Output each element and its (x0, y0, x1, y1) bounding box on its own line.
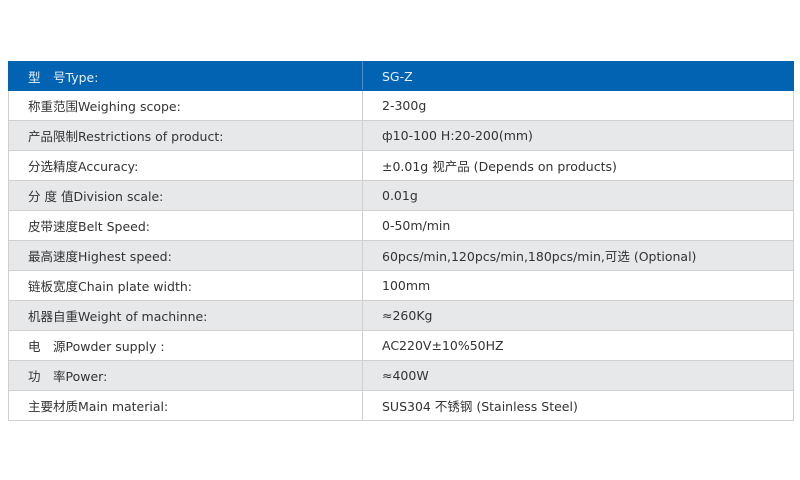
spec-value: SUS304 不锈钢 (Stainless Steel) (362, 390, 794, 421)
spec-value: 60pcs/min,120pcs/min,180pcs/min,可选 (Opti… (362, 240, 794, 271)
table-row: 电 源Powder supply : AC220V±10%50HZ (8, 330, 794, 361)
spec-value: ±0.01g 视产品 (Depends on products) (362, 150, 794, 181)
spec-label: 分选精度Accuracy: (8, 150, 363, 181)
spec-label: 称重范围Weighing scope: (8, 90, 363, 121)
spec-value: 2-300g (362, 90, 794, 121)
table-row: 机器自重Weight of machinne: ≈260Kg (8, 300, 794, 331)
table-row: 功 率Power: ≈400W (8, 360, 794, 391)
spec-label: 产品限制Restrictions of product: (8, 120, 363, 151)
table-row: 主要材质Main material: SUS304 不锈钢 (Stainless … (8, 390, 794, 421)
table-row: 最高速度Highest speed: 60pcs/min,120pcs/min,1… (8, 240, 794, 271)
table-row: 称重范围Weighing scope: 2-300g (8, 90, 794, 121)
spec-value: ф10-100 H:20-200(mm) (362, 120, 794, 151)
spec-label: 电 源Powder supply : (8, 330, 363, 361)
spec-label: 分 度 值Division scale: (8, 180, 363, 211)
spec-value: AC220V±10%50HZ (362, 330, 794, 361)
spec-value: ≈260Kg (362, 300, 794, 331)
table-row: 分选精度Accuracy: ±0.01g 视产品 (Depends on prod… (8, 150, 794, 181)
spec-label: 主要材质Main material: (8, 390, 363, 421)
spec-label: 皮带速度Belt Speed: (8, 210, 363, 241)
table-row: 产品限制Restrictions of product: ф10-100 H:20… (8, 120, 794, 151)
spec-table: 型 号Type: SG-Z 称重范围Weighing scope: 2-300g 产… (8, 61, 794, 421)
spec-label: 链板宽度Chain plate width: (8, 270, 363, 301)
spec-label: 机器自重Weight of machinne: (8, 300, 363, 331)
spec-label: 最高速度Highest speed: (8, 240, 363, 271)
header-label: 型 号Type: (8, 61, 363, 91)
spec-value: ≈400W (362, 360, 794, 391)
spec-value: 0-50m/min (362, 210, 794, 241)
table-row: 分 度 值Division scale: 0.01g (8, 180, 794, 211)
spec-value: 0.01g (362, 180, 794, 211)
spec-label: 功 率Power: (8, 360, 363, 391)
spec-value: 100mm (362, 270, 794, 301)
table-header-row: 型 号Type: SG-Z (8, 61, 794, 91)
header-value: SG-Z (362, 61, 794, 91)
table-row: 链板宽度Chain plate width: 100mm (8, 270, 794, 301)
table-row: 皮带速度Belt Speed: 0-50m/min (8, 210, 794, 241)
